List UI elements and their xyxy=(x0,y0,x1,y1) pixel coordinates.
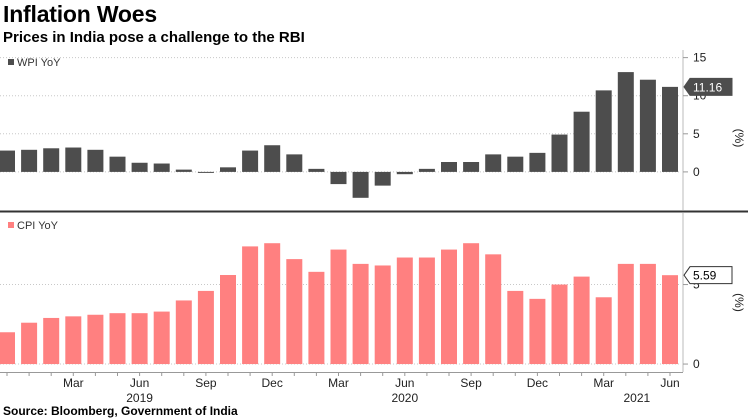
cpi-last-value-badge xyxy=(683,266,733,285)
wpi-ytick-label: 0 xyxy=(693,165,700,179)
cpi-bar xyxy=(551,284,568,365)
wpi-last-value-badge xyxy=(683,77,733,96)
cpi-bar xyxy=(264,243,281,365)
wpi-bar xyxy=(617,72,634,172)
cpi-bar xyxy=(529,298,546,365)
cpi-bar xyxy=(639,263,656,365)
cpi-bar xyxy=(418,257,435,365)
wpi-bar xyxy=(175,169,192,172)
cpi-bar xyxy=(352,263,369,365)
wpi-bar xyxy=(153,163,170,172)
wpi-ytick-label: 5 xyxy=(693,127,700,141)
cpi-bar xyxy=(286,259,303,365)
cpi-bar xyxy=(595,297,612,365)
wpi-last-value-label: 11.16 xyxy=(693,80,722,94)
wpi-bar xyxy=(43,148,60,172)
cpi-bar xyxy=(87,314,104,365)
cpi-bar xyxy=(396,257,413,365)
wpi-bar xyxy=(352,171,369,198)
cpi-bar xyxy=(617,263,634,365)
wpi-bar xyxy=(264,145,281,172)
wpi-legend-label: WPI YoY xyxy=(17,57,61,69)
wpi-ytick-label: 15 xyxy=(693,51,707,65)
cpi-legend-label: CPI YoY xyxy=(17,220,59,232)
cpi-legend-swatch xyxy=(8,222,14,228)
x-month-label: Dec xyxy=(262,376,283,390)
x-month-label: Mar xyxy=(328,376,349,390)
wpi-bar xyxy=(418,168,435,172)
cpi-bar xyxy=(485,254,502,365)
wpi-bar xyxy=(131,162,148,172)
cpi-ytick-label: 5 xyxy=(693,278,700,292)
wpi-bar xyxy=(551,134,568,172)
cpi-bar xyxy=(441,249,457,365)
cpi-bar xyxy=(65,316,82,365)
cpi-bar xyxy=(374,265,391,365)
cpi-bar xyxy=(197,290,214,365)
wpi-bar xyxy=(595,90,612,172)
wpi-bar xyxy=(463,162,480,172)
wpi-bar xyxy=(197,171,214,173)
cpi-unit-label: (%) xyxy=(732,293,746,312)
wpi-bar xyxy=(396,171,413,175)
cpi-bar xyxy=(43,317,60,365)
wpi-bar xyxy=(507,156,524,172)
wpi-bar xyxy=(286,154,303,172)
cpi-bar xyxy=(21,322,38,365)
wpi-bar xyxy=(21,149,38,172)
wpi-bar xyxy=(65,147,82,172)
x-month-label: Jun xyxy=(395,376,414,390)
wpi-bar xyxy=(0,150,15,172)
cpi-bar xyxy=(175,300,192,365)
cpi-bar xyxy=(507,290,524,365)
x-month-label: Jun xyxy=(130,376,149,390)
source-note: Source: Bloomberg, Government of India xyxy=(3,404,238,418)
x-month-label: Sep xyxy=(195,376,217,390)
x-month-label: Mar xyxy=(63,376,84,390)
wpi-bar xyxy=(374,171,391,186)
wpi-bar xyxy=(308,168,325,172)
cpi-bar xyxy=(220,275,236,365)
x-year-label: 2019 xyxy=(126,391,153,405)
wpi-bar xyxy=(573,111,590,172)
wpi-bar xyxy=(662,86,678,172)
cpi-ytick-label: 0 xyxy=(693,357,700,371)
x-month-label: Jun xyxy=(660,376,679,390)
x-year-label: 2021 xyxy=(623,391,650,405)
wpi-bar xyxy=(220,167,236,172)
wpi-bar xyxy=(109,156,126,172)
cpi-bar xyxy=(242,246,259,365)
wpi-bar xyxy=(330,171,347,185)
wpi-bar xyxy=(529,152,546,172)
wpi-bar xyxy=(441,162,457,172)
x-month-label: Mar xyxy=(593,376,614,390)
x-month-label: Sep xyxy=(460,376,482,390)
cpi-bar xyxy=(153,311,170,365)
wpi-bar xyxy=(242,150,259,172)
cpi-bar xyxy=(109,313,126,365)
x-month-label: Dec xyxy=(527,376,548,390)
wpi-bar xyxy=(485,154,502,172)
cpi-bar xyxy=(131,313,148,365)
chart-subtitle: Prices in India pose a challenge to the … xyxy=(3,29,305,46)
x-year-label: 2020 xyxy=(391,391,418,405)
cpi-bar xyxy=(573,276,590,365)
wpi-unit-label: (%) xyxy=(732,129,746,148)
cpi-bar xyxy=(308,271,325,365)
cpi-bar xyxy=(330,249,347,365)
cpi-bar xyxy=(0,332,15,365)
wpi-legend-swatch xyxy=(8,59,14,65)
wpi-bar xyxy=(87,149,104,172)
chart-title: Inflation Woes xyxy=(3,1,157,27)
cpi-bar xyxy=(662,275,678,365)
wpi-bar xyxy=(639,79,656,172)
cpi-bar xyxy=(463,243,480,365)
cpi-last-value-label: 5.59 xyxy=(693,269,717,283)
